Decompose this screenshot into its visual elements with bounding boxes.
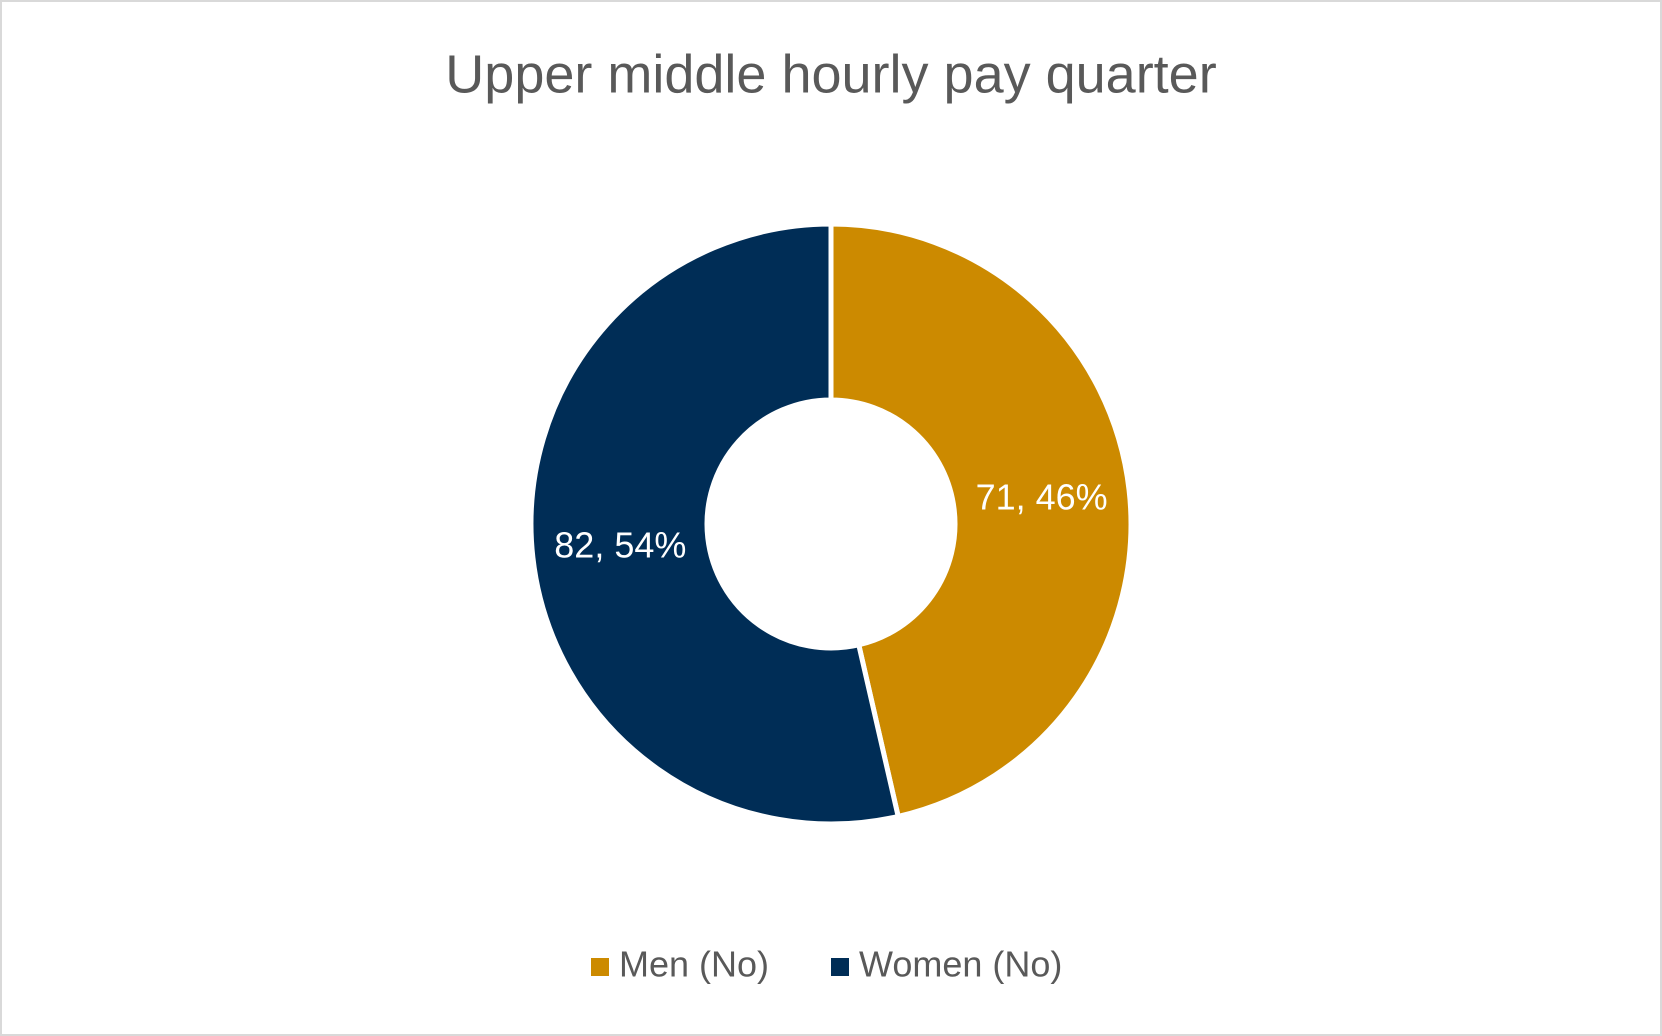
slice: [828, 221, 1134, 820]
legend-label: Women (No): [859, 944, 1062, 985]
legend-label: Men (No): [619, 944, 769, 985]
legend-swatch: [831, 958, 849, 976]
legend-swatch: [591, 958, 609, 976]
chart-title: Upper middle hourly pay quarter: [445, 44, 1216, 104]
data-label: 82, 54%: [554, 524, 686, 565]
slice: [528, 221, 902, 827]
data-label: 71, 46%: [976, 477, 1108, 518]
